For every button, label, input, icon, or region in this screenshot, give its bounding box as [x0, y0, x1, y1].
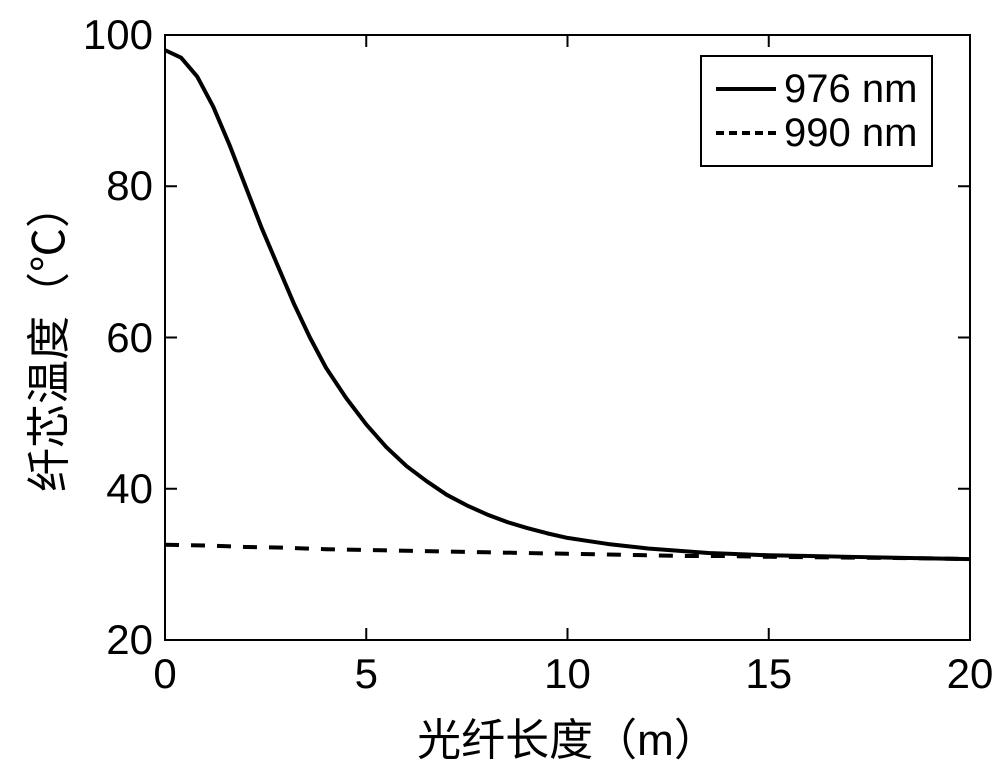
- legend-row-976: 976 nm: [716, 67, 917, 111]
- chart-container: 976 nm 990 nm 纤芯温度（℃） 光纤长度（m） 0 5 10 15 20 20…: [0, 0, 1000, 769]
- x-tick-label: 20: [947, 650, 994, 698]
- legend-line-990: [716, 131, 776, 135]
- legend-line-976: [716, 87, 776, 91]
- x-tick-label: 15: [745, 650, 792, 698]
- x-tick-label: 5: [355, 650, 378, 698]
- legend-label-990: 990 nm: [784, 111, 917, 155]
- y-tick-label: 80: [106, 162, 153, 210]
- y-tick-label: 60: [106, 314, 153, 362]
- x-tick-label: 10: [544, 650, 591, 698]
- y-tick-label: 40: [106, 465, 153, 513]
- legend-label-976: 976 nm: [784, 67, 917, 111]
- y-tick-label: 20: [106, 616, 153, 664]
- legend-box: 976 nm 990 nm: [700, 55, 933, 167]
- x-tick-label: 0: [153, 650, 176, 698]
- x-axis-label: 光纤长度（m）: [417, 704, 718, 768]
- y-tick-label: 100: [83, 11, 153, 59]
- series-s990: [165, 545, 970, 559]
- y-axis-label: 纤芯温度（℃）: [13, 35, 77, 640]
- legend-row-990: 990 nm: [716, 111, 917, 155]
